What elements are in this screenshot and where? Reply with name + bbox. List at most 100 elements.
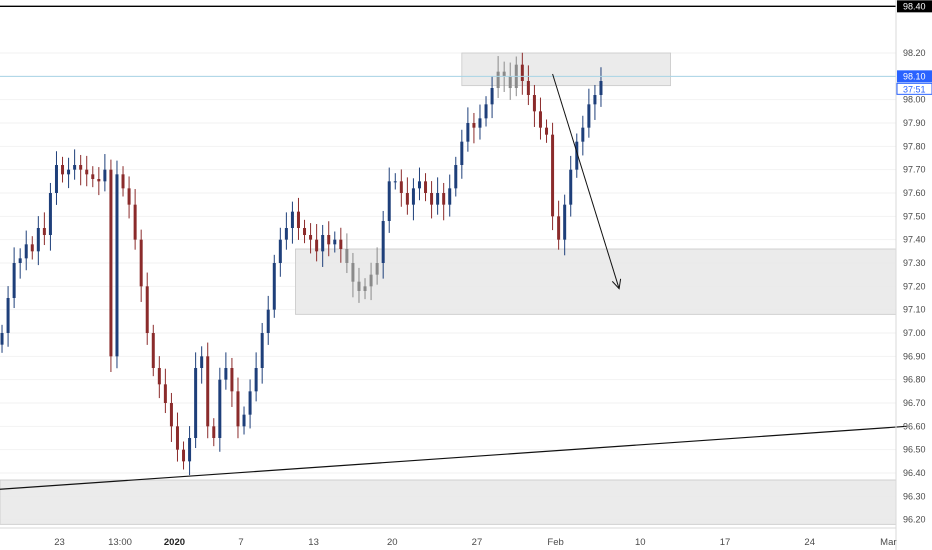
candle-body <box>496 71 500 88</box>
candle-body <box>109 169 113 357</box>
candle-body <box>460 141 464 165</box>
y-tick-label: 96.40 <box>903 468 926 478</box>
candles-layer <box>0 52 603 476</box>
x-tick-label: 27 <box>472 537 483 548</box>
y-tick-label: 97.00 <box>903 328 926 338</box>
countdown-label: 37:51 <box>903 84 926 94</box>
candle-body <box>375 263 379 275</box>
y-axis[interactable]: 98.20 98.00 97.90 97.80 97.70 97.60 97.50 97.40… <box>895 0 926 550</box>
x-axis[interactable]: 23 13:00 2020 7 13 20 27 Feb 10 17 24 Mar <box>0 527 897 548</box>
candle-body <box>182 449 186 462</box>
candle-body <box>54 165 58 193</box>
zone-box <box>295 248 897 315</box>
candle-body <box>0 333 4 345</box>
y-tick-label: 97.50 <box>903 211 926 221</box>
candle-body <box>200 356 204 368</box>
candle-body <box>115 174 119 357</box>
y-tick-label: 97.60 <box>903 188 926 198</box>
candle-body <box>333 239 337 245</box>
candle-body <box>188 438 192 462</box>
candle-body <box>357 281 361 291</box>
candle-body <box>321 235 325 252</box>
y-tick-label: 96.20 <box>903 515 926 525</box>
trend-line[interactable] <box>0 425 907 490</box>
candle-body <box>309 235 313 240</box>
candle-body <box>103 169 107 182</box>
x-tick-label: Feb <box>547 537 563 548</box>
candle-body <box>296 211 300 228</box>
countdown-tag <box>896 82 932 95</box>
candle-body <box>587 104 591 128</box>
candle-body <box>272 263 276 310</box>
candle-body <box>12 263 16 298</box>
x-tick-label: Mar <box>880 537 896 548</box>
candle-body <box>339 239 343 249</box>
y-tick-label: 98.20 <box>903 48 926 58</box>
top-price-tag-label: 98.40 <box>903 1 926 11</box>
candle-body <box>387 181 391 221</box>
candle-body <box>538 111 542 128</box>
candle-body <box>466 123 470 142</box>
candle-body <box>448 188 452 205</box>
lines-layer <box>0 5 907 490</box>
candle-body <box>345 249 349 263</box>
candle-body <box>42 228 46 235</box>
candle-body <box>599 81 603 95</box>
candle-body <box>411 188 415 205</box>
current-price-tag <box>897 70 932 83</box>
zone-box <box>0 479 897 525</box>
candle-body <box>430 193 434 205</box>
candle-body <box>551 134 555 217</box>
candle-body <box>472 123 476 128</box>
candle-body <box>67 169 71 175</box>
candle-body <box>206 356 210 427</box>
candle-body <box>91 174 95 179</box>
candle-body <box>303 228 307 235</box>
candle-body <box>266 309 270 333</box>
candle-body <box>442 193 446 205</box>
candle-body <box>24 244 28 259</box>
x-tick-label: 10 <box>635 537 646 548</box>
candle-body <box>218 379 222 438</box>
candle-body <box>284 228 288 240</box>
candle-body <box>526 81 530 95</box>
candle-body <box>169 403 173 427</box>
zones-layer <box>0 52 897 525</box>
candle-body <box>315 239 319 252</box>
candle-body <box>85 169 89 175</box>
candle-body <box>593 95 597 105</box>
y-tick-label: 97.10 <box>903 305 926 315</box>
candle-body <box>224 368 228 380</box>
candle-body <box>127 188 131 205</box>
candle-body <box>73 165 77 170</box>
candle-body <box>194 368 198 438</box>
candle-body <box>48 193 52 235</box>
candle-body <box>230 368 234 392</box>
candle-body <box>351 263 355 282</box>
y-tick-label: 96.60 <box>903 421 926 431</box>
candle-body <box>278 239 282 263</box>
y-tick-label: 96.50 <box>903 445 926 455</box>
zone-box <box>461 52 671 87</box>
candle-body <box>260 333 264 368</box>
candle-body <box>133 204 137 240</box>
y-tick-label: 98.00 <box>903 95 926 105</box>
y-tick-label: 97.20 <box>903 281 926 291</box>
candle-body <box>478 118 482 128</box>
x-tick-label: 24 <box>804 537 815 548</box>
candle-body <box>30 244 34 252</box>
candle-body <box>532 95 536 112</box>
top-price-tag <box>897 0 932 13</box>
y-tick-label: 96.30 <box>903 491 926 501</box>
candle-body <box>381 221 385 263</box>
candle-body <box>212 426 216 438</box>
candle-body <box>405 193 409 205</box>
y-tick-label: 97.80 <box>903 141 926 151</box>
y-tick-label: 97.70 <box>903 165 926 175</box>
candle-body <box>139 239 143 287</box>
candle-body <box>121 174 125 189</box>
candle-body <box>569 169 573 205</box>
x-tick-label: 7 <box>238 537 243 548</box>
arrow-shaft[interactable] <box>552 73 620 289</box>
